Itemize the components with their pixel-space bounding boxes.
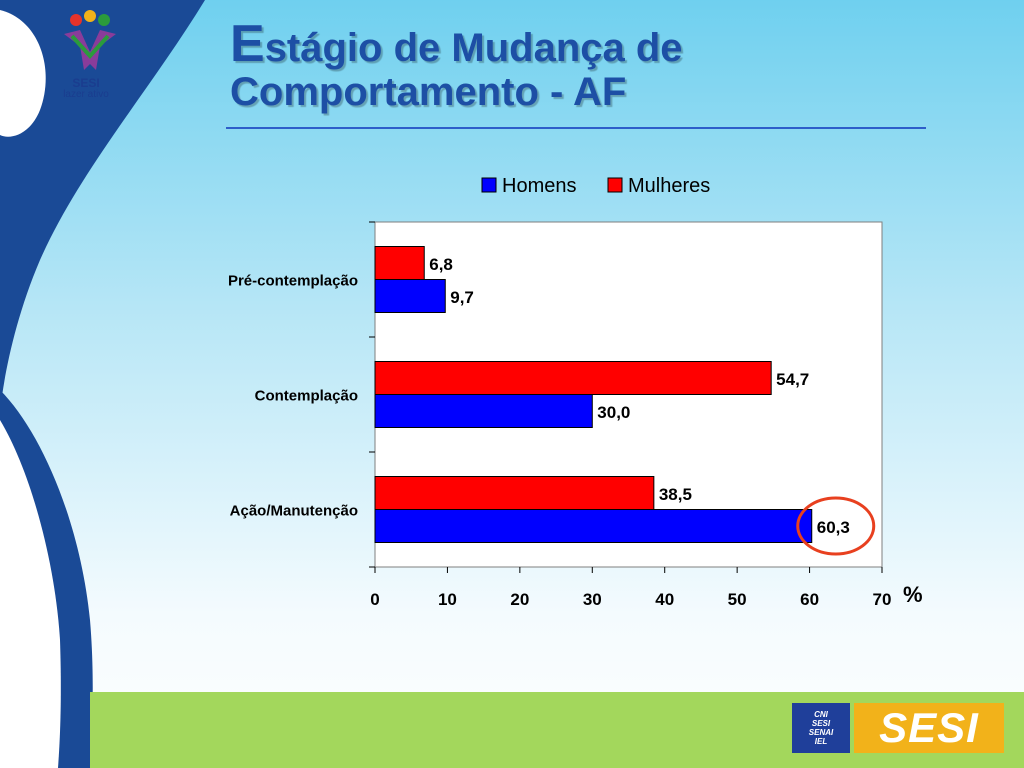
highlight-circle <box>796 496 876 556</box>
title-first-letter: E <box>230 15 265 73</box>
logo-name: SESI <box>72 76 100 90</box>
legend-swatch-homens <box>481 177 497 193</box>
footer-logo: CNI SESI SENAI IEL SESI <box>792 703 1004 753</box>
legend-label-homens: Homens <box>502 175 576 197</box>
cni-sesi-senai-iel-logo: CNI SESI SENAI IEL <box>792 703 850 753</box>
data-label-mulheres: 38,5 <box>659 485 692 504</box>
chart-legend: Homens Mulheres <box>481 175 710 197</box>
x-tick-label: 30 <box>583 590 602 609</box>
sesi-logo: SESI <box>854 703 1004 753</box>
category-label: Contemplação <box>255 388 358 405</box>
category-label: Pré-contemplação <box>228 273 358 290</box>
title-line1: stágio de Mudança de <box>264 26 683 70</box>
x-tick-label: 60 <box>800 590 819 609</box>
bar-mulheres <box>374 476 655 510</box>
bar-homens <box>374 279 446 313</box>
figure-body-inner <box>0 420 61 768</box>
x-tick-label: 70 <box>873 590 892 609</box>
footer-logo-line: CNI <box>814 710 828 719</box>
footer-logo-line: IEL <box>814 737 828 746</box>
figure-silhouette <box>0 0 205 420</box>
x-axis-label: % <box>903 582 923 607</box>
data-label-homens: 9,7 <box>450 288 474 307</box>
bar-mulheres <box>374 361 772 395</box>
x-tick-label: 40 <box>655 590 674 609</box>
x-tick-label: 0 <box>370 590 379 609</box>
logo-caption: SESI lazer ativo <box>56 76 116 100</box>
x-tick-label: 10 <box>438 590 457 609</box>
data-label-homens: 60,3 <box>817 518 850 537</box>
footer-logo-line: SENAI <box>808 728 834 737</box>
legend-swatch-mulheres <box>607 177 623 193</box>
title-underline <box>226 127 926 129</box>
sesi-lazer-ativo-logo <box>64 10 116 70</box>
bar-homens <box>374 509 813 543</box>
title-line2: Comportamento - AF <box>230 70 627 114</box>
data-label-mulheres: 54,7 <box>776 370 809 389</box>
footer-logo-line: SESI <box>811 719 831 728</box>
bar-mulheres <box>374 246 425 280</box>
legend-label-mulheres: Mulheres <box>628 175 710 197</box>
logo-tagline: lazer ativo <box>63 89 109 100</box>
data-label-mulheres: 6,8 <box>429 255 453 274</box>
x-tick-label: 50 <box>728 590 747 609</box>
x-tick-label: 20 <box>510 590 529 609</box>
figure-head <box>0 10 46 137</box>
chart-bars: 6,8 9,7 54,7 30,0 38,5 60,3 <box>374 246 876 556</box>
bar-homens <box>374 394 593 428</box>
category-label: Ação/Manutenção <box>230 503 358 520</box>
slide-title: Estágio de Mudança de Comportamento - AF <box>230 18 683 114</box>
chart-axes: Pré-contemplação Contemplação Ação/Manuten… <box>228 221 892 609</box>
data-label-homens: 30,0 <box>597 403 630 422</box>
